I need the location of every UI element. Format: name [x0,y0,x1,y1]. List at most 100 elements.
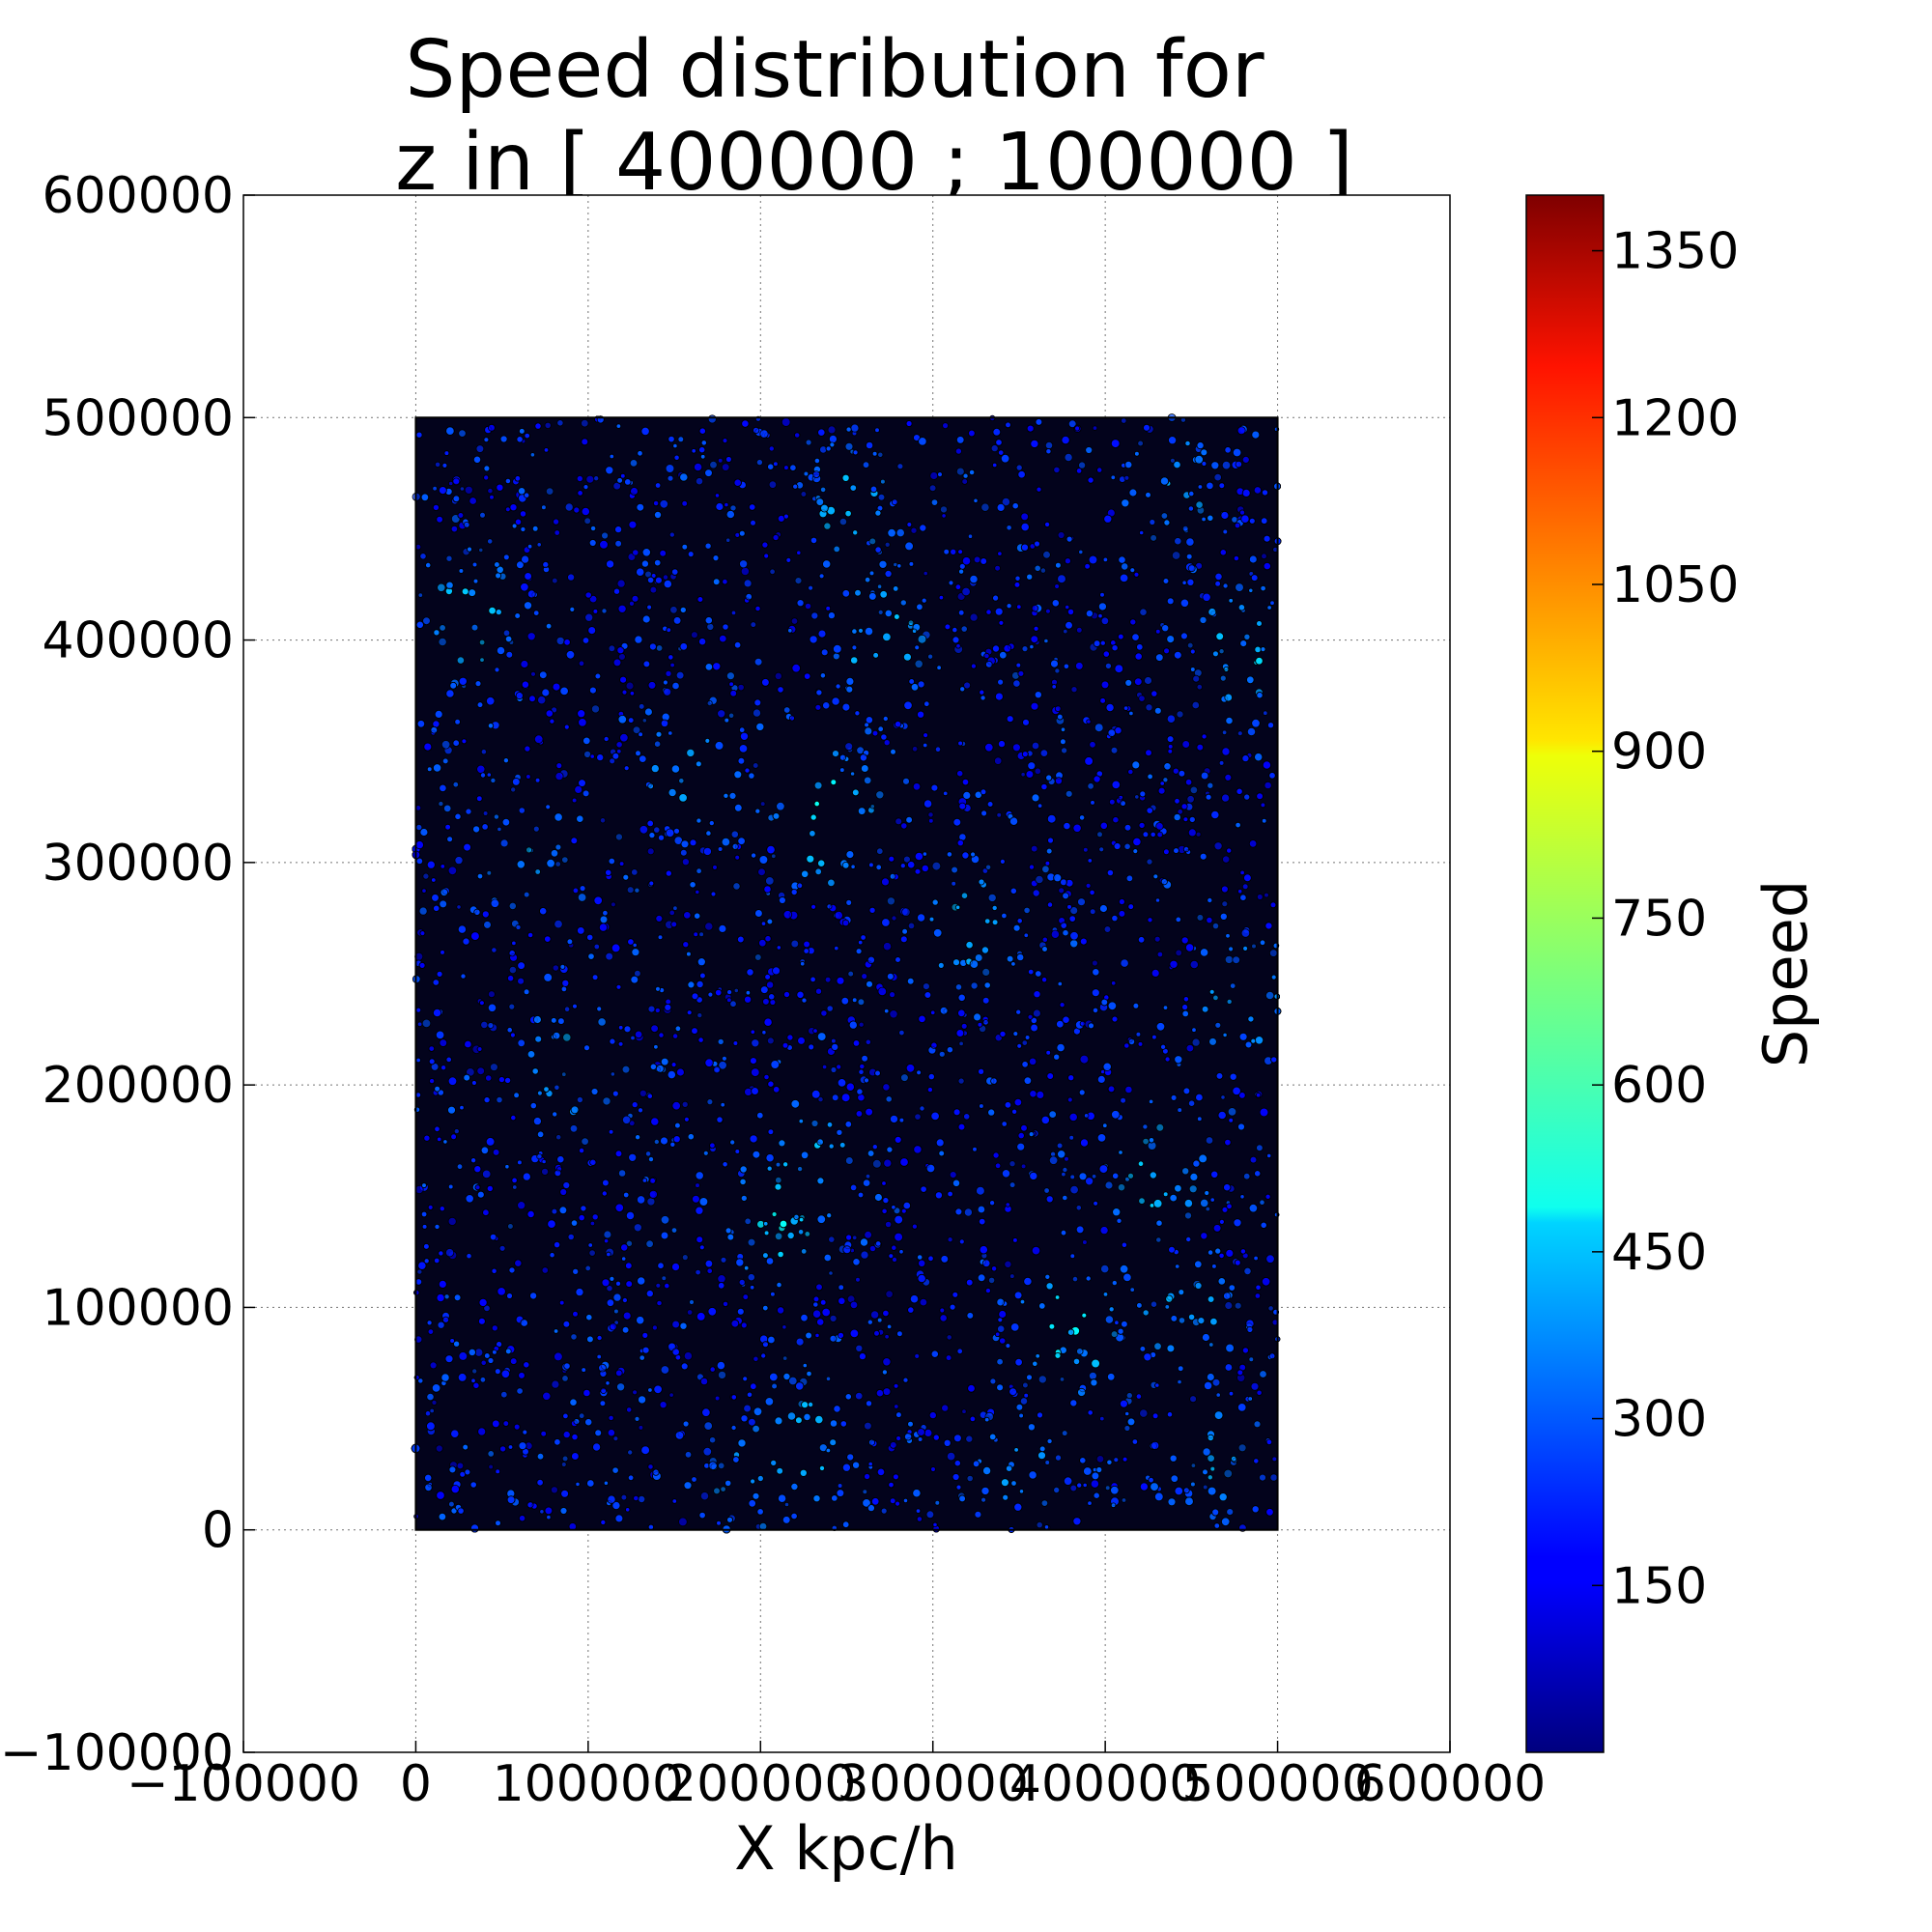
scatter-point [1205,1136,1214,1145]
scatter-point [1181,1167,1190,1176]
scatter-point [1098,846,1105,853]
scatter-point [790,617,799,625]
scatter-point [583,750,592,758]
scatter-point [439,1206,445,1212]
scatter-point [858,1068,865,1075]
scatter-point [1232,955,1240,964]
scatter-point [1240,928,1251,938]
scatter-point [1021,1039,1028,1046]
scatter-point [1004,1260,1012,1268]
scatter-point [1048,1155,1059,1165]
scatter-point [1162,777,1169,783]
scatter-point [1087,782,1094,790]
scatter-point [994,1162,1002,1169]
scatter-point [485,1074,493,1082]
scatter-point [895,527,905,538]
scatter-point [914,1353,921,1359]
scatter-point [708,1436,717,1444]
scatter-point [771,1382,778,1390]
scatter-point [668,1392,674,1398]
scatter-point [1221,729,1228,735]
scatter-point [860,1250,869,1260]
scatter-point [647,1387,653,1393]
scatter-point [1202,1484,1208,1491]
scatter-point [616,1382,626,1392]
scatter-point [645,1239,654,1248]
scatter-point [1012,679,1021,688]
scatter-point [602,1096,611,1106]
scatter-point [554,529,560,536]
scatter-point [686,1309,694,1316]
scatter-point [877,493,886,501]
scatter-point [416,1021,423,1027]
scatter-point [1120,1096,1126,1104]
scatter-point [727,712,735,719]
scatter-point [625,681,635,691]
scatter-point [1221,793,1231,803]
scatter-point [487,487,494,495]
scatter-point [539,1509,545,1515]
scatter-point [1125,1392,1133,1400]
scatter-point [868,537,877,546]
scatter-point [974,953,983,962]
scatter-point [738,1278,746,1286]
scatter-point [668,531,675,538]
scatter-point [1069,1184,1079,1195]
scatter-point [914,659,923,668]
scatter-point [702,1446,713,1457]
scatter-point [919,1105,925,1112]
scatter-point [1104,1485,1111,1492]
scatter-point [1146,858,1153,866]
scatter-point [946,1451,956,1462]
scatter-point [649,585,658,594]
scatter-point [748,1417,756,1427]
scatter-point [1253,1420,1262,1429]
scatter-points [411,413,1282,1534]
scatter-point [554,1351,563,1362]
scatter-point [696,1012,703,1019]
scatter-point [882,942,893,952]
scatter-point [974,1510,982,1519]
scatter-point [1207,781,1214,789]
scatter-point [917,1254,923,1261]
scatter-point [907,922,916,930]
scatter-point [880,1507,888,1515]
scatter-point [1164,1304,1170,1310]
scatter-point [671,1320,680,1329]
scatter-point [827,425,837,435]
scatter-point [1092,425,1098,431]
scatter-point [994,564,1001,572]
scatter-point [469,497,477,505]
scatter-point [541,1167,550,1176]
scatter-point [876,847,884,855]
scatter-point [1075,662,1084,670]
scatter-point [554,843,562,851]
scatter-point [1015,1403,1024,1411]
scatter-point [831,1037,837,1044]
scatter-point [1269,1473,1278,1482]
scatter-point [534,868,541,875]
scatter-point [1248,839,1258,848]
scatter-point [739,559,749,569]
scatter-point [825,1376,832,1381]
scatter-point [576,474,583,482]
scatter-point [437,1321,445,1329]
scatter-point [794,577,803,584]
scatter-point [515,923,522,930]
scatter-point [699,1492,710,1501]
scatter-point [458,1351,469,1361]
scatter-point [1139,1408,1149,1418]
scatter-point [669,606,678,614]
scatter-point [1064,1155,1069,1162]
scatter-point [753,1355,759,1362]
scatter-point [1259,1107,1269,1118]
scatter-point [497,826,502,833]
scatter-point [518,807,526,814]
scatter-point [1032,889,1040,897]
scatter-point [1191,1037,1201,1047]
scatter-point [491,947,497,953]
scatter-point [1177,809,1183,815]
scatter-point [1166,714,1177,724]
scatter-point [923,982,930,990]
scatter-point [458,429,467,438]
